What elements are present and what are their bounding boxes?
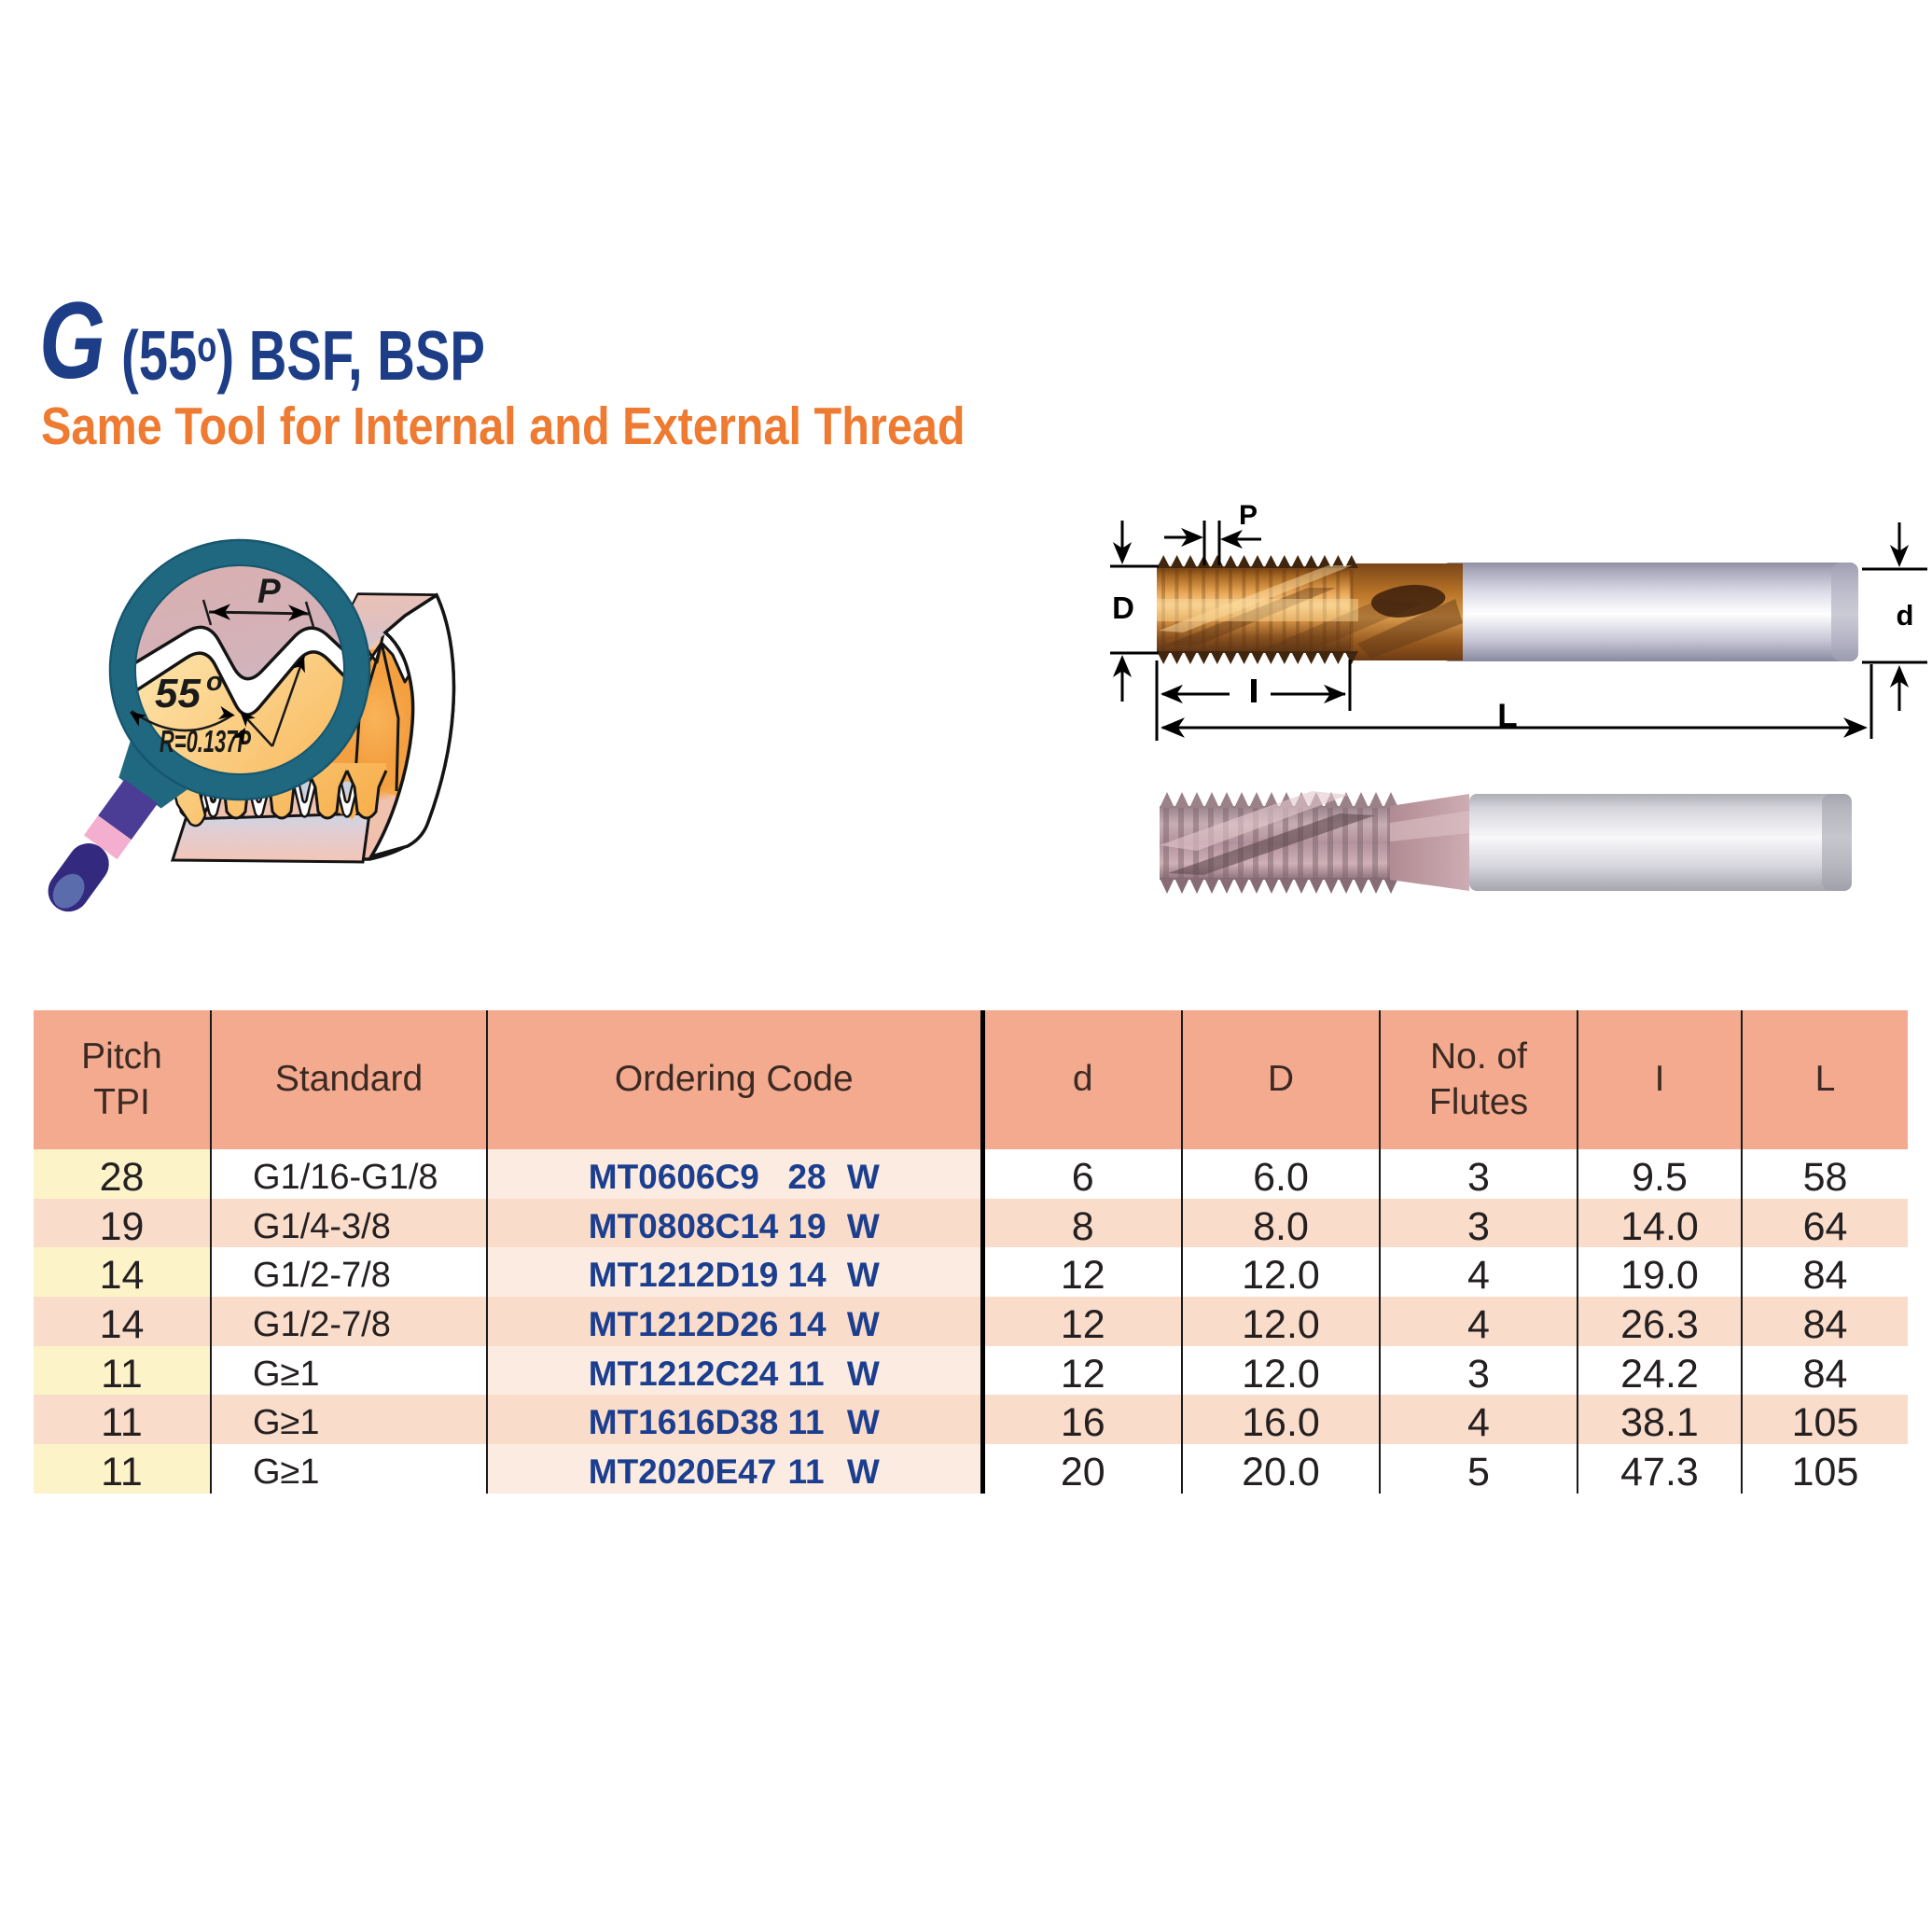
svg-text:D: D	[1112, 591, 1134, 625]
svg-text:L: L	[1497, 698, 1517, 734]
svg-text:55: 55	[155, 671, 201, 716]
svg-text:P: P	[1239, 500, 1258, 531]
svg-text:o: o	[206, 667, 223, 697]
svg-text:P: P	[257, 572, 281, 610]
svg-text:d: d	[1897, 599, 1914, 632]
